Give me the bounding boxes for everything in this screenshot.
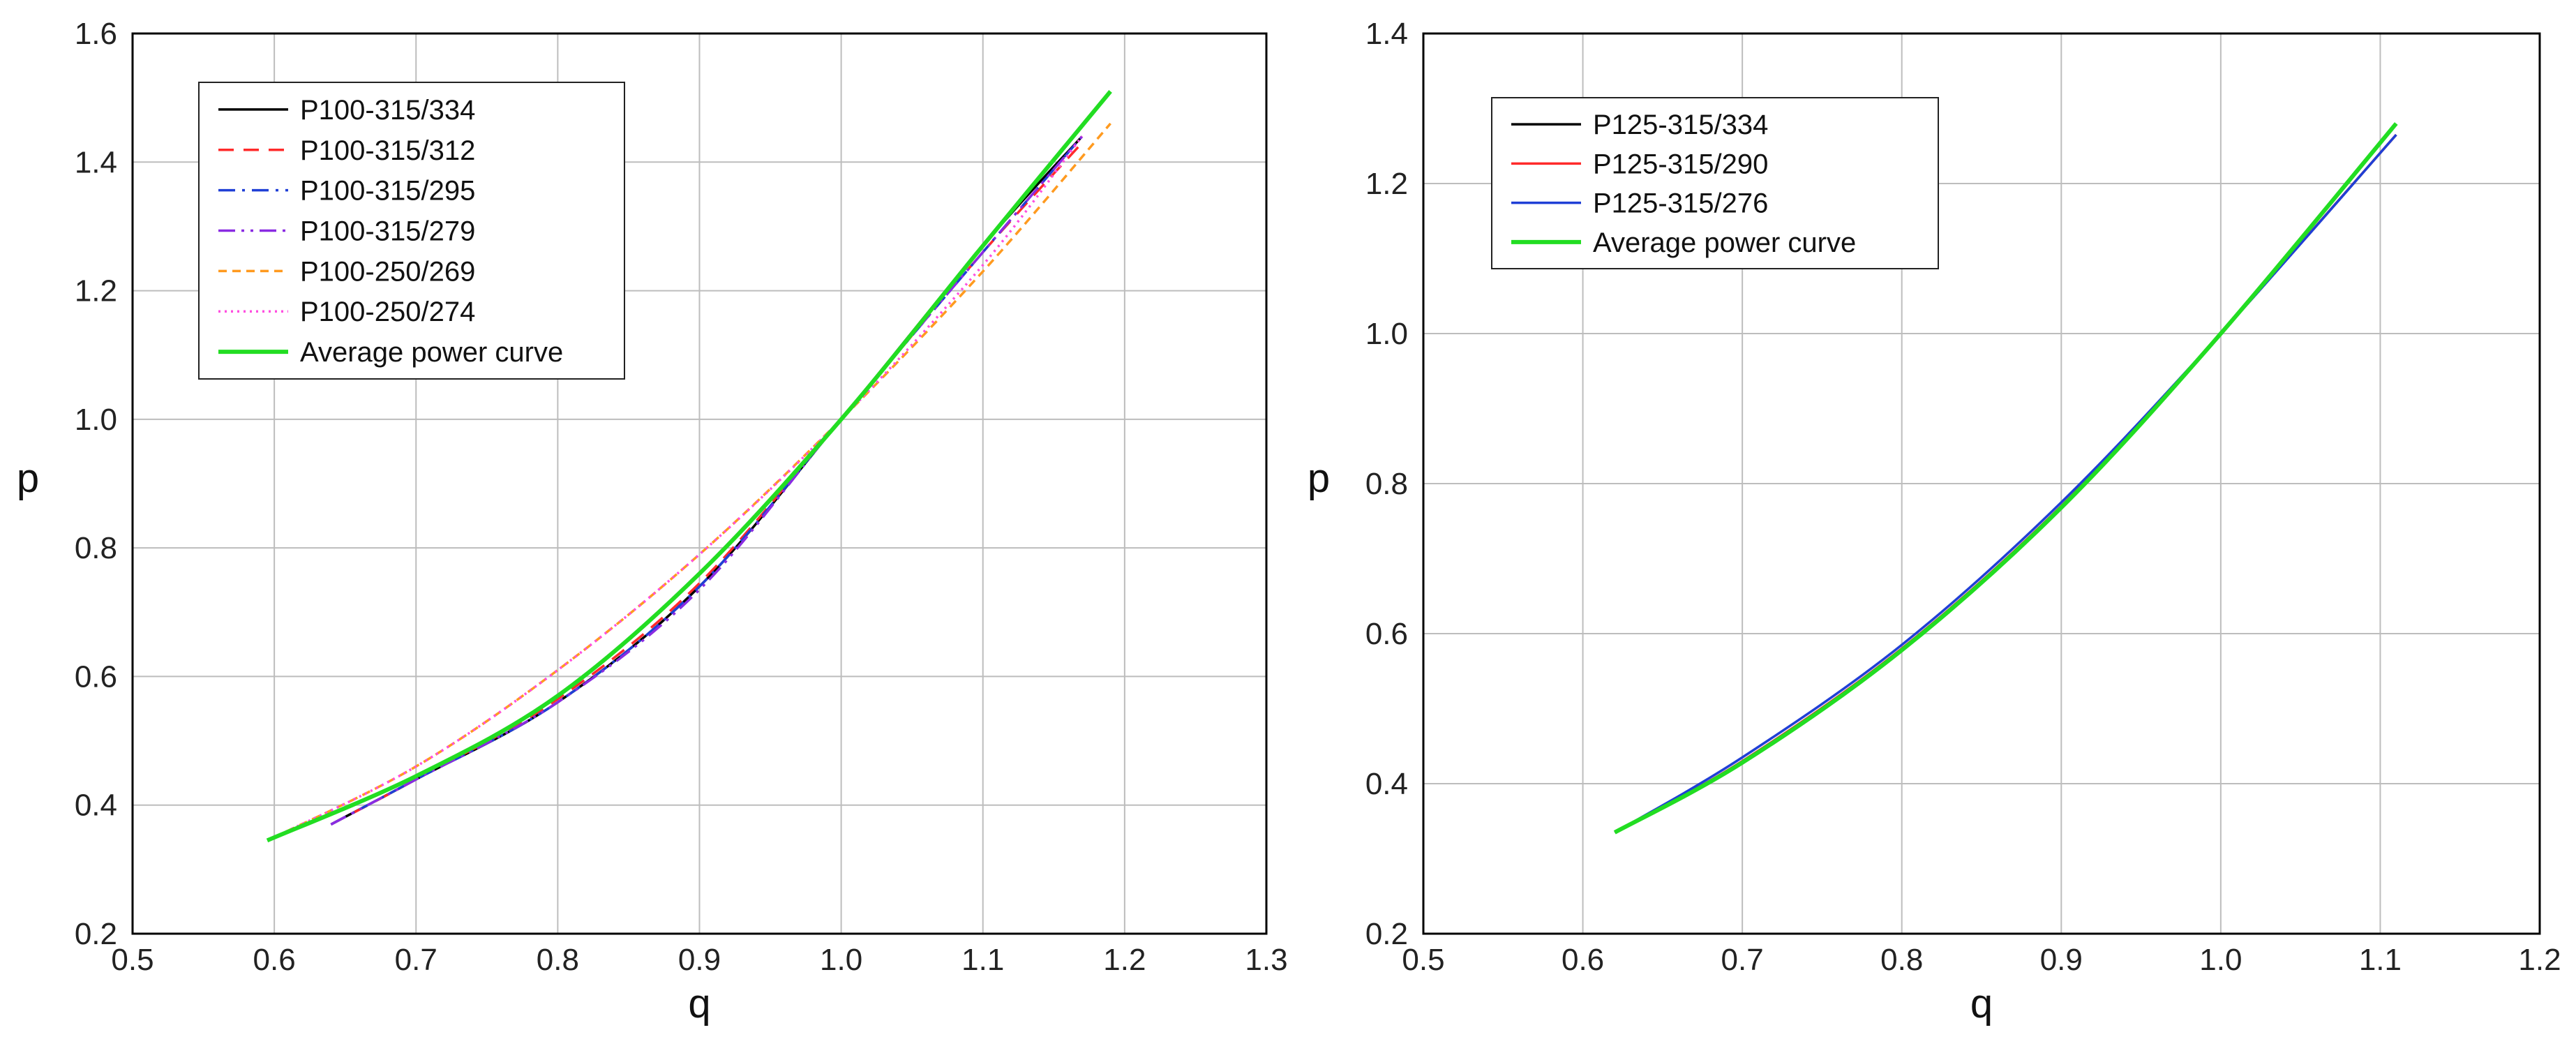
y-tick-label: 0.6	[75, 659, 117, 694]
y-tick-label: 0.4	[1365, 767, 1408, 801]
y-axis-label: p	[1308, 456, 1330, 501]
series-line-4	[330, 135, 1084, 826]
x-tick-label: 1.2	[2518, 943, 2561, 977]
y-axis-label: p	[17, 456, 39, 501]
x-tick-label: 1.0	[2199, 943, 2242, 977]
plot-border	[1422, 32, 2541, 935]
x-tick-label: 0.9	[2040, 943, 2083, 977]
y-tick-label: 1.0	[1365, 317, 1408, 351]
x-tick-label: 0.8	[1880, 943, 1923, 977]
x-tick-label: 0.7	[1721, 943, 1764, 977]
chart-right: 0.5 0.6 0.7 0.8 0.9 1.0 1.1 1.2 0.2 0.4 0.6 0.8 1.0 1…	[1308, 17, 2561, 1027]
x-axis-label: q	[1970, 981, 1993, 1027]
y-tick-label: 1.0	[75, 403, 117, 437]
legend-label-5: P100-250/269	[300, 256, 475, 287]
series-line-4	[1613, 122, 2398, 835]
x-tick-label: 0.9	[678, 943, 721, 977]
y-tick-label: 1.6	[75, 17, 117, 51]
chart-left: 0.5 0.6 0.7 0.8 0.9 1.0 1.1 1.2 1.3 0.2 0.4 0.6 0.8 1…	[17, 17, 1288, 1027]
legend-label-1: P100-315/334	[300, 95, 475, 126]
plot-border	[131, 32, 1268, 935]
legend-label-7: Average power curve	[300, 337, 563, 368]
legend-label-1: P125-315/334	[1593, 110, 1768, 140]
x-tick-label: 1.3	[1245, 943, 1287, 977]
series-line-2	[330, 142, 1084, 826]
x-tick-label: 1.2	[1103, 943, 1146, 977]
legend-label-4: Average power curve	[1593, 227, 1856, 258]
legend-label-4: P100-315/279	[300, 216, 475, 247]
y-tick-label: 1.2	[75, 274, 117, 308]
legend-label-6: P100-250/274	[300, 297, 475, 327]
x-tick-label: 0.5	[1402, 943, 1444, 977]
legend-label-2: P100-315/312	[300, 135, 475, 166]
x-tick-label: 0.6	[253, 943, 296, 977]
legend-label-3: P100-315/295	[300, 176, 475, 207]
x-tick-label: 1.0	[820, 943, 862, 977]
x-tick-label: 0.5	[111, 943, 153, 977]
x-tick-label: 1.1	[2359, 943, 2402, 977]
legend-label-3: P125-315/276	[1593, 188, 1768, 219]
y-tick-label: 0.2	[1365, 917, 1408, 951]
x-tick-label: 0.6	[1562, 943, 1604, 977]
series-line-7	[266, 89, 1112, 843]
series-line-6	[274, 135, 1084, 839]
x-tick-label: 1.1	[961, 943, 1004, 977]
y-tick-label: 0.6	[1365, 617, 1408, 651]
legend-label-2: P125-315/290	[1593, 149, 1768, 179]
x-tick-label: 0.8	[537, 943, 579, 977]
x-axis-label: q	[688, 981, 710, 1027]
y-tick-label: 1.4	[75, 145, 117, 179]
y-tick-label: 0.4	[75, 789, 117, 823]
x-tick-label: 0.7	[395, 943, 437, 977]
y-tick-label: 0.8	[75, 531, 117, 565]
y-tick-label: 1.4	[1365, 17, 1408, 51]
y-tick-label: 0.2	[75, 917, 117, 951]
y-tick-label: 1.2	[1365, 167, 1408, 201]
y-tick-label: 0.8	[1365, 467, 1408, 501]
